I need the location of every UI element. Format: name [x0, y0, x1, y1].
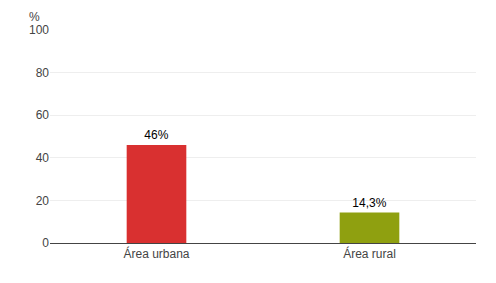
svg-text:%: %: [29, 10, 40, 24]
svg-text:0: 0: [42, 236, 49, 250]
svg-text:20: 20: [36, 194, 50, 208]
svg-text:46%: 46%: [144, 128, 168, 142]
svg-text:14,3%: 14,3%: [352, 196, 386, 210]
svg-text:Área rural: Área rural: [343, 246, 396, 261]
svg-text:Área urbana: Área urbana: [123, 246, 189, 261]
svg-text:80: 80: [36, 66, 50, 80]
svg-text:40: 40: [36, 151, 50, 165]
svg-text:100: 100: [29, 23, 49, 37]
svg-text:60: 60: [36, 108, 50, 122]
